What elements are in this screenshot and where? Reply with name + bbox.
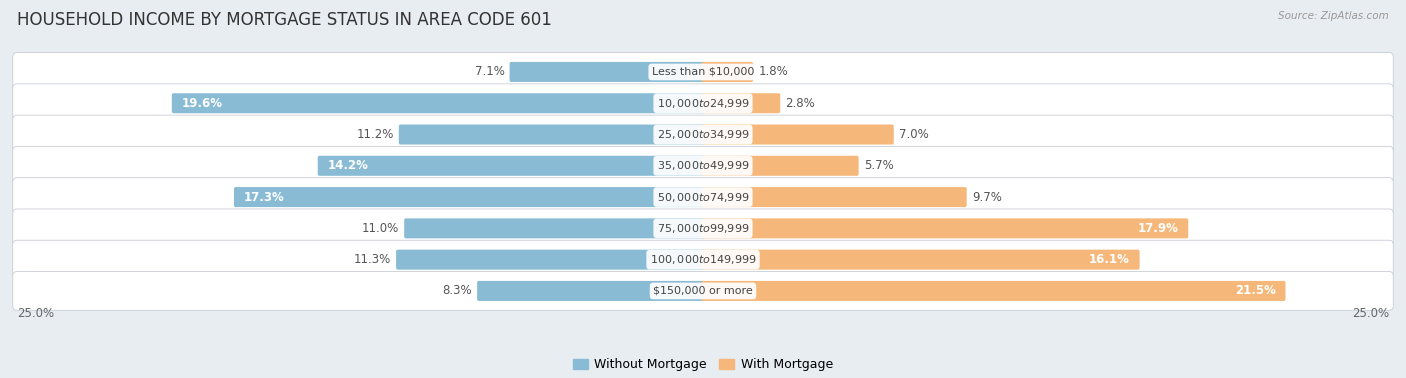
FancyBboxPatch shape — [702, 62, 754, 82]
FancyBboxPatch shape — [702, 93, 780, 113]
FancyBboxPatch shape — [172, 93, 704, 113]
FancyBboxPatch shape — [233, 187, 704, 207]
FancyBboxPatch shape — [702, 187, 967, 207]
Text: 16.1%: 16.1% — [1090, 253, 1130, 266]
Text: $150,000 or more: $150,000 or more — [654, 286, 752, 296]
Text: 5.7%: 5.7% — [863, 159, 893, 172]
Text: $25,000 to $34,999: $25,000 to $34,999 — [657, 128, 749, 141]
Text: 7.1%: 7.1% — [475, 65, 505, 79]
Text: 17.3%: 17.3% — [243, 191, 284, 204]
Text: 14.2%: 14.2% — [328, 159, 368, 172]
FancyBboxPatch shape — [702, 281, 1285, 301]
Text: 1.8%: 1.8% — [758, 65, 789, 79]
FancyBboxPatch shape — [13, 271, 1393, 310]
Text: 17.9%: 17.9% — [1137, 222, 1178, 235]
FancyBboxPatch shape — [702, 249, 1140, 270]
Text: 8.3%: 8.3% — [443, 284, 472, 297]
FancyBboxPatch shape — [13, 84, 1393, 122]
Text: 9.7%: 9.7% — [972, 191, 1001, 204]
Text: 25.0%: 25.0% — [1353, 307, 1389, 320]
Text: 25.0%: 25.0% — [17, 307, 53, 320]
FancyBboxPatch shape — [13, 209, 1393, 248]
FancyBboxPatch shape — [477, 281, 704, 301]
Legend: Without Mortgage, With Mortgage: Without Mortgage, With Mortgage — [574, 358, 832, 371]
Text: $35,000 to $49,999: $35,000 to $49,999 — [657, 159, 749, 172]
FancyBboxPatch shape — [13, 240, 1393, 279]
FancyBboxPatch shape — [13, 146, 1393, 185]
FancyBboxPatch shape — [702, 124, 894, 144]
Text: $100,000 to $149,999: $100,000 to $149,999 — [650, 253, 756, 266]
FancyBboxPatch shape — [318, 156, 704, 176]
Text: 11.2%: 11.2% — [356, 128, 394, 141]
Text: HOUSEHOLD INCOME BY MORTGAGE STATUS IN AREA CODE 601: HOUSEHOLD INCOME BY MORTGAGE STATUS IN A… — [17, 11, 551, 29]
Text: 11.0%: 11.0% — [361, 222, 399, 235]
FancyBboxPatch shape — [396, 249, 704, 270]
FancyBboxPatch shape — [399, 124, 704, 144]
Text: Source: ZipAtlas.com: Source: ZipAtlas.com — [1278, 11, 1389, 21]
Text: $10,000 to $24,999: $10,000 to $24,999 — [657, 97, 749, 110]
FancyBboxPatch shape — [13, 178, 1393, 217]
FancyBboxPatch shape — [13, 53, 1393, 91]
Text: 7.0%: 7.0% — [898, 128, 928, 141]
Text: $50,000 to $74,999: $50,000 to $74,999 — [657, 191, 749, 204]
FancyBboxPatch shape — [702, 156, 859, 176]
Text: $75,000 to $99,999: $75,000 to $99,999 — [657, 222, 749, 235]
Text: 2.8%: 2.8% — [786, 97, 815, 110]
FancyBboxPatch shape — [702, 218, 1188, 239]
Text: 21.5%: 21.5% — [1234, 284, 1275, 297]
Text: 11.3%: 11.3% — [354, 253, 391, 266]
Text: 19.6%: 19.6% — [181, 97, 222, 110]
FancyBboxPatch shape — [404, 218, 704, 239]
FancyBboxPatch shape — [13, 115, 1393, 154]
Text: Less than $10,000: Less than $10,000 — [652, 67, 754, 77]
FancyBboxPatch shape — [509, 62, 704, 82]
